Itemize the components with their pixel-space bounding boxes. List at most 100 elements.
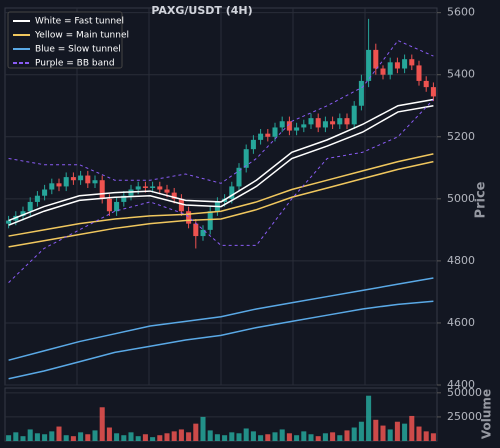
- y-tick-label: 25000: [447, 410, 482, 423]
- volume-bar: [402, 423, 408, 441]
- candle-body: [358, 80, 364, 106]
- volume-bar: [49, 431, 55, 441]
- volume-bar: [171, 431, 177, 441]
- volume-bar: [236, 433, 242, 441]
- candle-body: [243, 149, 249, 168]
- volume-bar: [63, 435, 69, 441]
- volume-bar: [294, 435, 300, 441]
- candle-body: [20, 211, 26, 216]
- volume-bar: [78, 432, 84, 441]
- volume-bar: [42, 434, 48, 441]
- candle-body: [315, 118, 321, 128]
- candle-body: [344, 118, 350, 125]
- volume-bar: [106, 427, 112, 441]
- volume-axis-label: Volume: [480, 389, 494, 439]
- volume-bar: [193, 423, 199, 441]
- volume-bar: [243, 428, 249, 441]
- candle-body: [207, 211, 213, 230]
- candle-body: [380, 68, 386, 75]
- band-line: [8, 300, 434, 380]
- candle-body: [330, 121, 336, 125]
- candle-body: [27, 201, 33, 212]
- volume-bar: [70, 436, 76, 441]
- volume-bar: [229, 432, 235, 441]
- candle-body: [34, 195, 40, 202]
- band-line: [8, 39, 434, 184]
- legend-box: [7, 11, 123, 69]
- candle-body: [106, 198, 112, 212]
- candle-body: [416, 65, 422, 81]
- candle-body: [286, 121, 292, 131]
- candle-body: [373, 49, 379, 69]
- volume-bar: [186, 432, 192, 441]
- candle-body: [366, 49, 372, 81]
- volume-bar: [27, 429, 33, 441]
- volume-bar: [150, 437, 156, 441]
- chart-title: PAXG/USDT (4H): [151, 4, 252, 17]
- candle-body: [301, 124, 307, 128]
- volume-bar: [322, 433, 328, 441]
- volume-bar: [394, 421, 400, 441]
- candle-body: [42, 189, 48, 196]
- y-tick-label: 50000: [447, 386, 482, 399]
- y-tick-label: 4400: [447, 378, 475, 391]
- candle-body: [351, 105, 357, 125]
- candle-body: [142, 186, 148, 188]
- candle-body: [135, 186, 141, 190]
- volume-bar: [250, 431, 256, 441]
- volume-bar: [272, 432, 278, 441]
- volume-bar: [265, 434, 271, 441]
- candle-body: [337, 118, 343, 125]
- volume-bar: [13, 432, 19, 441]
- candle-body: [193, 223, 199, 237]
- legend-label: Purple = BB band: [35, 59, 115, 69]
- candle-body: [272, 127, 278, 137]
- volume-bar: [301, 431, 307, 441]
- volume-bar: [315, 436, 321, 441]
- candle-body: [394, 62, 400, 69]
- legend-label: White = Fast tunnel: [35, 17, 124, 27]
- volume-bar: [222, 435, 228, 441]
- volume-bar: [6, 435, 12, 441]
- legend-label: Yellow = Main tunnel: [34, 31, 129, 41]
- volume-bar: [286, 433, 292, 441]
- candle-body: [157, 186, 163, 190]
- y-tick-label: 5000: [447, 192, 475, 205]
- volume-bar: [85, 434, 91, 441]
- volume-bar: [373, 419, 379, 441]
- legend-label: Blue = Slow tunnel: [35, 45, 121, 55]
- volume-bar: [430, 433, 436, 441]
- band-line: [8, 153, 434, 237]
- volume-bar: [20, 436, 26, 441]
- candle-body: [99, 180, 105, 199]
- candle-body: [178, 198, 184, 212]
- volume-bar: [56, 426, 62, 441]
- candle-body: [236, 167, 242, 187]
- volume-bar: [135, 436, 141, 441]
- candle-body: [265, 133, 271, 137]
- volume-bar: [279, 429, 285, 441]
- volume-bar: [416, 426, 422, 441]
- candle-body: [114, 201, 120, 212]
- volume-bar: [157, 435, 163, 441]
- volume-bar: [114, 433, 120, 441]
- band-line: [8, 99, 434, 283]
- volume-bar: [351, 427, 357, 441]
- candle-body: [171, 192, 177, 199]
- legend: White = Fast tunnel Yellow = Main tunnel B…: [7, 11, 129, 69]
- volume-bar: [214, 434, 220, 441]
- candle-body: [85, 175, 91, 184]
- candle-body: [186, 211, 192, 224]
- candle-body: [63, 177, 69, 187]
- candle-body: [258, 133, 264, 140]
- y-tick-label: 5600: [447, 6, 475, 19]
- candle-body: [402, 59, 408, 69]
- y-tick-label: 4800: [447, 254, 475, 267]
- candle-body: [294, 127, 300, 131]
- candle-body: [70, 177, 76, 181]
- y-tick-label: 4600: [447, 316, 475, 329]
- candle-body: [92, 180, 98, 184]
- candle-body: [121, 195, 127, 202]
